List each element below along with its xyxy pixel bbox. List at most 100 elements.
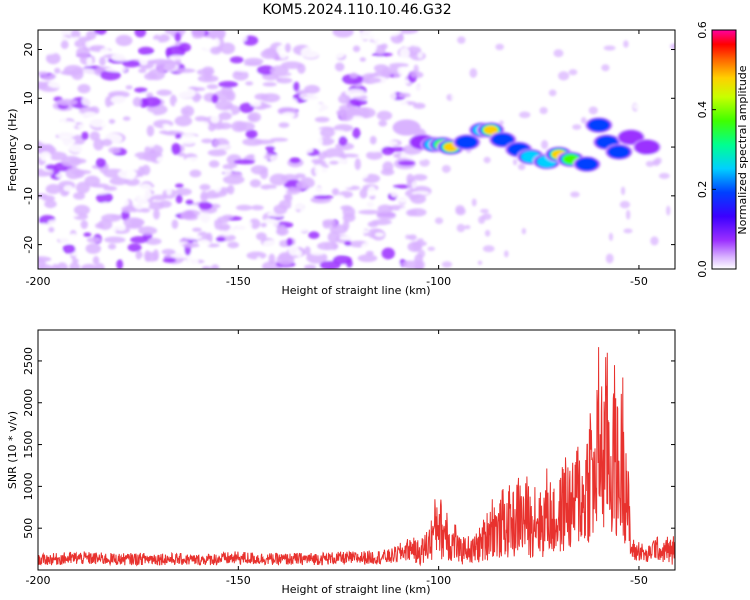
heatmap-cell <box>121 205 136 213</box>
heatmap-cell <box>41 195 56 202</box>
heatmap-cell <box>108 109 124 118</box>
heatmap-cell <box>38 258 46 269</box>
heatmap-cell <box>581 245 592 253</box>
signal-mark <box>587 118 611 132</box>
heatmap-cell <box>167 80 188 86</box>
heatmap-cell <box>83 111 98 118</box>
x-tick-label: -50 <box>630 574 648 587</box>
heatmap-cell <box>339 235 358 241</box>
heatmap-cell <box>417 154 426 161</box>
heatmap-cell <box>44 199 57 209</box>
heatmap-cell <box>410 193 427 204</box>
heatmap-cell <box>41 75 56 81</box>
heatmap-cell <box>208 160 220 168</box>
heatmap-cell <box>211 94 219 104</box>
heatmap-cell <box>145 251 159 262</box>
heatmap-cell <box>403 43 412 48</box>
heatmap-cell <box>495 43 504 51</box>
heatmap-cell <box>45 164 56 170</box>
heatmap-cell <box>290 200 305 210</box>
heatmap-cell <box>361 242 376 250</box>
heatmap-cell <box>289 157 301 164</box>
signal-mark <box>455 135 478 149</box>
colorbar-tick-label: 0.0 <box>696 260 709 278</box>
heatmap-cell <box>316 241 338 251</box>
heatmap-cell <box>226 184 235 195</box>
heatmap-cell <box>453 46 466 54</box>
heatmap-cell <box>100 70 121 81</box>
heatmap-cell <box>388 62 409 68</box>
heatmap-cell <box>350 136 372 145</box>
heatmap-cell <box>337 245 357 255</box>
heatmap-cell <box>603 45 616 51</box>
heatmap-cell <box>41 49 57 55</box>
heatmap-cell <box>381 146 395 156</box>
heatmap-cell <box>295 249 303 258</box>
heatmap-cell <box>255 256 263 268</box>
heatmap-cell <box>314 116 330 123</box>
heatmap-cell <box>563 263 570 269</box>
heatmap-cell <box>418 37 425 49</box>
heatmap-cell <box>342 219 350 231</box>
heatmap-cell <box>188 256 199 268</box>
heatmap-cell <box>116 259 124 269</box>
heatmap-cell <box>313 135 323 148</box>
heatmap-cell <box>242 138 264 146</box>
heatmap-cell <box>595 71 607 79</box>
heatmap-cell <box>94 30 107 35</box>
heatmap-cell <box>512 158 518 166</box>
heatmap-cell <box>182 243 200 248</box>
heatmap-cell <box>215 100 234 111</box>
y-tick-label: 10 <box>22 91 35 105</box>
heatmap-cell <box>141 109 151 120</box>
heatmap-cell <box>415 260 426 269</box>
x-tick-label: -100 <box>426 275 451 288</box>
heatmap-cell <box>397 32 404 41</box>
heatmap-cell <box>138 68 147 74</box>
heatmap-cell <box>482 245 495 253</box>
heatmap-cell <box>235 204 253 211</box>
heatmap-cell <box>110 95 128 105</box>
heatmap-cell <box>573 55 579 62</box>
heatmap-cell <box>283 194 290 200</box>
heatmap-cell <box>661 156 667 167</box>
heatmap-cell <box>377 204 393 214</box>
heatmap-cell <box>78 36 92 42</box>
heatmap-cell <box>329 50 345 59</box>
heatmap-cell <box>580 117 587 124</box>
heatmap-cell <box>352 127 361 140</box>
heatmap-cell <box>397 160 416 166</box>
heatmap-cell <box>455 204 465 214</box>
heatmap-cell <box>139 56 149 66</box>
heatmap-cell <box>304 246 311 256</box>
heatmap-cell <box>174 32 182 42</box>
heatmap-cell <box>332 30 354 38</box>
heatmap-cell <box>260 184 277 190</box>
snr-panel: -200 -150 -100 -50 500 1000 1500 2000 2500 Heig… <box>6 329 676 596</box>
heatmap-cell <box>246 251 267 260</box>
heatmap-cell <box>535 62 542 72</box>
heatmap-cell <box>255 195 268 206</box>
heatmap-cell <box>57 212 79 218</box>
heatmap-cell <box>650 236 659 246</box>
heatmap-cell <box>109 177 129 186</box>
heatmap-cell <box>247 112 262 123</box>
heatmap-cell <box>168 55 185 60</box>
heatmap-cell <box>294 173 306 179</box>
heatmap-cell <box>367 221 379 228</box>
heatmap-cell <box>297 63 306 74</box>
heatmap-cell <box>231 120 247 132</box>
heatmap-cell <box>392 184 412 189</box>
heatmap-cell <box>137 46 155 56</box>
heatmap-cell <box>178 133 198 145</box>
heatmap-cell <box>548 89 557 97</box>
heatmap-cell <box>292 136 305 147</box>
heatmap-cell <box>295 89 310 95</box>
heatmap-cell <box>190 30 206 39</box>
heatmap-cell <box>601 64 610 72</box>
heatmap-cell <box>345 88 366 97</box>
heatmap-cell <box>69 158 87 164</box>
heatmap-cell <box>134 30 147 38</box>
heatmap-cell <box>381 66 402 75</box>
heatmap-cell <box>116 225 126 231</box>
